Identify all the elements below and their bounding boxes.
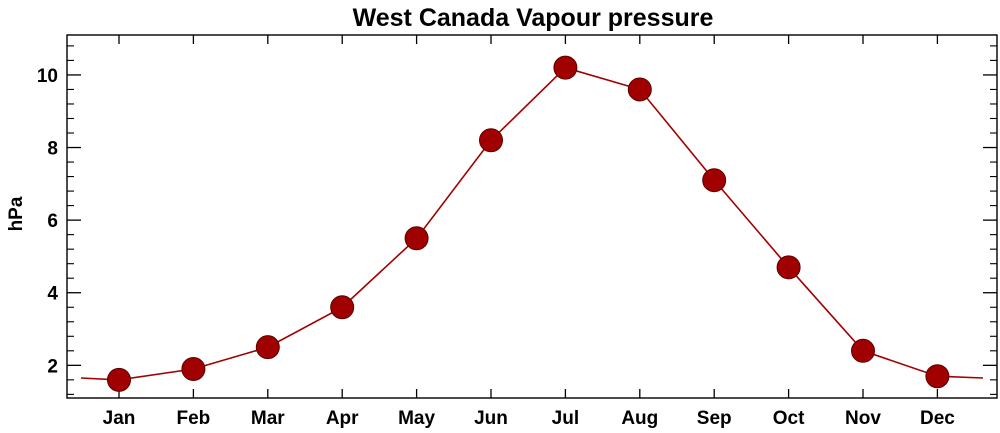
x-tick-label-jul: Jul [552, 408, 579, 429]
y-tick-label: 10 [37, 66, 58, 87]
x-tick-label-feb: Feb [177, 408, 211, 429]
data-point-oct [776, 255, 801, 280]
x-tick-label-nov: Nov [845, 408, 881, 429]
series-line [80, 66, 984, 381]
data-point-dec [925, 364, 950, 389]
x-tick-label-apr: Apr [326, 408, 359, 429]
y-tick-label: 6 [47, 211, 58, 232]
x-tick-label-dec: Dec [920, 408, 955, 429]
x-tick-label-jan: Jan [103, 408, 136, 429]
y-tick-label: 4 [47, 284, 58, 305]
plot-frame [66, 34, 998, 399]
axis-ticks [67, 35, 997, 398]
data-point-apr [330, 295, 355, 320]
y-tick-label: 8 [47, 139, 58, 160]
data-point-jan [107, 367, 131, 392]
y-tick-label: 2 [47, 356, 58, 377]
x-tick-label-oct: Oct [773, 408, 805, 429]
data-point-feb [181, 356, 206, 381]
x-tick-label-aug: Aug [621, 408, 658, 429]
data-point-nov [851, 338, 875, 363]
data-point-sep [702, 168, 727, 193]
data-point-mar [255, 335, 280, 360]
chart-title: West Canada Vapour pressure [353, 4, 714, 32]
data-point-aug [627, 77, 652, 102]
x-tick-label-may: May [398, 408, 435, 429]
series-line-group [80, 66, 984, 381]
x-tick-label-jun: Jun [474, 408, 508, 429]
data-point-jun [479, 128, 503, 153]
data-points [107, 55, 950, 392]
x-tick-labels: Jan Feb Mar Apr May Jun Jul Aug Sep Oct Nov Dec [103, 408, 956, 429]
data-point-may [404, 226, 429, 251]
y-tick-labels: 2 4 6 8 10 [37, 66, 59, 377]
y-axis-label: hPa [6, 196, 27, 231]
data-point-jul [553, 55, 578, 80]
x-tick-label-mar: Mar [251, 408, 285, 429]
x-tick-label-sep: Sep [697, 408, 732, 429]
